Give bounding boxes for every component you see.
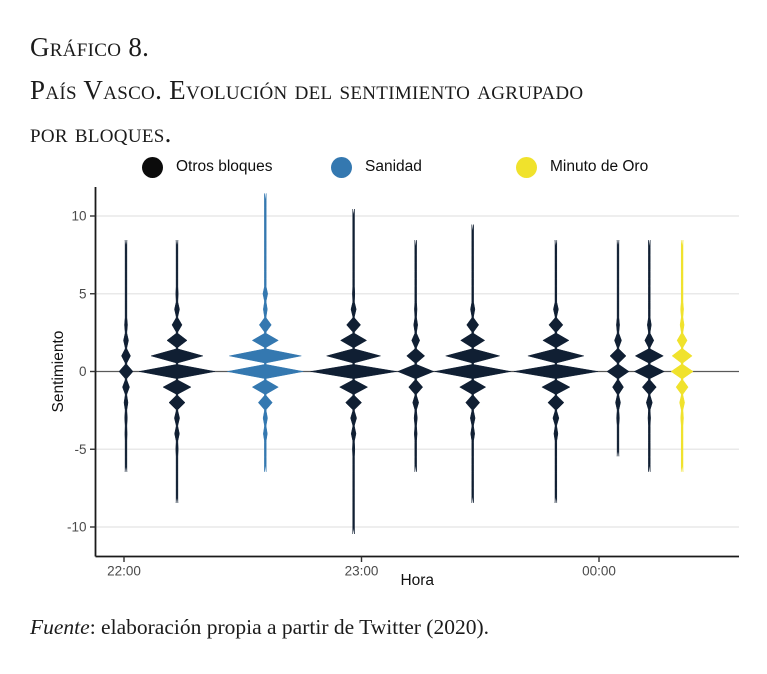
- violin-sanidad: [227, 193, 304, 472]
- violin-minuto: [670, 240, 694, 472]
- legend-item-minuto-de-oro: Minuto de Oro: [516, 155, 648, 179]
- legend-dot: [142, 156, 163, 178]
- legend-label: Otros bloques: [176, 158, 273, 175]
- violin-otros: [118, 240, 134, 472]
- y-axis-title: Sentimiento: [50, 331, 67, 413]
- y-tick-label: 5: [79, 286, 87, 301]
- violin-otros: [138, 240, 216, 503]
- source-prefix: Fuente: [30, 615, 90, 639]
- legend-label: Minuto de Oro: [550, 158, 649, 175]
- legend-item-otros-bloques: Otros bloques: [142, 155, 273, 179]
- x-tick-label: 23:00: [345, 564, 379, 579]
- source-text: : elaboración propia a partir de Twitter…: [89, 615, 489, 639]
- figure-title: Gráfico 8. País Vasco. Evolución del sen…: [30, 26, 583, 155]
- x-axis-title: Hora: [400, 572, 434, 589]
- violin-otros: [633, 240, 665, 472]
- x-tick-label: 00:00: [582, 564, 616, 579]
- y-tick-label: 0: [79, 364, 87, 379]
- violin-otros: [606, 240, 630, 457]
- violin-otros: [513, 240, 598, 503]
- x-tick-label: 22:00: [107, 564, 141, 579]
- legend-dot: [516, 156, 537, 178]
- source-note: Fuente: elaboración propia a partir de T…: [30, 615, 489, 640]
- legend-item-sanidad: Sanidad: [331, 155, 422, 179]
- violin-otros: [434, 224, 511, 503]
- y-tick-label: 10: [71, 209, 86, 224]
- y-tick-label: -5: [74, 442, 86, 457]
- legend-dot: [331, 156, 352, 178]
- legend-label: Sanidad: [365, 158, 422, 175]
- figure-title-line-2: País Vasco. Evolución del sentimiento ag…: [30, 75, 584, 105]
- chart-legend: Otros bloques Sanidad Minuto de Oro: [0, 155, 767, 181]
- violin-otros: [397, 240, 435, 472]
- violin-otros: [310, 208, 397, 535]
- figure-title-line-1: Gráfico 8.: [30, 32, 150, 62]
- figure-title-line-3: por bloques.: [30, 118, 172, 148]
- y-tick-label: -10: [67, 520, 87, 535]
